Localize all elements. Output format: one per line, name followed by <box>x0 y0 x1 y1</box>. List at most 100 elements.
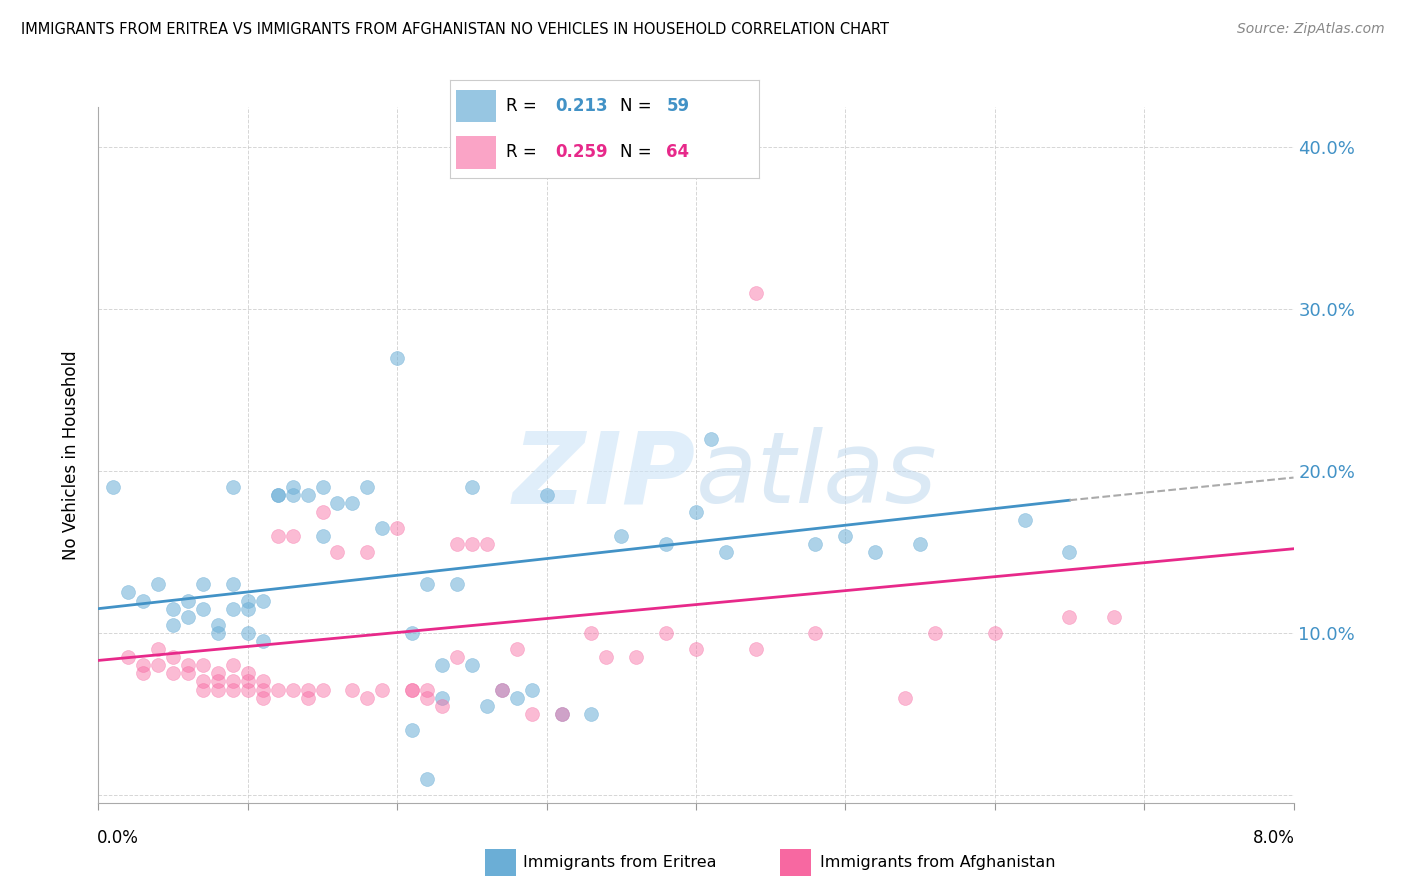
Point <box>685 642 707 657</box>
Point <box>191 658 214 673</box>
Point <box>326 545 349 559</box>
Point <box>162 666 184 681</box>
Bar <box>456 90 496 122</box>
Point <box>520 682 543 697</box>
Text: 64: 64 <box>666 143 689 161</box>
Point <box>1102 609 1125 624</box>
Point <box>894 690 917 705</box>
Text: N =: N = <box>620 143 657 161</box>
Point <box>311 504 333 518</box>
Point <box>745 642 768 657</box>
Point <box>610 529 633 543</box>
Point <box>132 593 155 607</box>
Point <box>983 626 1005 640</box>
Point <box>222 674 245 689</box>
Point <box>191 674 214 689</box>
Point <box>267 488 290 502</box>
Point <box>222 601 245 615</box>
Point <box>461 658 484 673</box>
Text: Immigrants from Afghanistan: Immigrants from Afghanistan <box>820 855 1054 870</box>
Point <box>177 658 200 673</box>
Point <box>252 593 274 607</box>
Point <box>506 642 529 657</box>
Point <box>297 682 319 697</box>
Point <box>401 682 423 697</box>
Point <box>804 537 827 551</box>
Text: 0.0%: 0.0% <box>97 830 139 847</box>
Point <box>117 585 139 599</box>
Point <box>581 626 603 640</box>
Point <box>461 537 484 551</box>
Point <box>252 674 274 689</box>
Point <box>416 772 439 786</box>
Point <box>461 480 484 494</box>
Point <box>326 496 349 510</box>
Text: atlas: atlas <box>696 427 938 524</box>
Point <box>177 609 200 624</box>
Text: N =: N = <box>620 97 657 115</box>
Point <box>207 682 229 697</box>
Point <box>401 682 423 697</box>
Point <box>491 682 513 697</box>
Point <box>385 351 409 365</box>
Point <box>162 617 184 632</box>
Point <box>252 682 274 697</box>
Point <box>236 674 259 689</box>
Point <box>804 626 827 640</box>
Point <box>281 529 304 543</box>
Point <box>401 626 423 640</box>
Point <box>595 650 617 665</box>
Point <box>148 658 170 673</box>
Point <box>371 521 394 535</box>
Point <box>416 682 439 697</box>
Point <box>207 666 229 681</box>
Point <box>177 593 200 607</box>
Point <box>550 706 572 721</box>
Point <box>1059 609 1081 624</box>
Point <box>356 545 378 559</box>
Point <box>1014 513 1036 527</box>
Point <box>222 577 245 591</box>
Point <box>281 480 304 494</box>
Point <box>267 529 290 543</box>
Point <box>207 617 229 632</box>
Point <box>207 626 229 640</box>
Bar <box>456 136 496 169</box>
Point <box>416 690 439 705</box>
Point <box>491 682 513 697</box>
Point <box>236 666 259 681</box>
Point <box>685 504 707 518</box>
Point <box>281 682 304 697</box>
Point <box>356 690 378 705</box>
Text: 59: 59 <box>666 97 689 115</box>
Text: 8.0%: 8.0% <box>1253 830 1295 847</box>
Text: 0.213: 0.213 <box>555 97 607 115</box>
Point <box>624 650 647 665</box>
Text: Source: ZipAtlas.com: Source: ZipAtlas.com <box>1237 22 1385 37</box>
Point <box>297 488 319 502</box>
Point <box>191 577 214 591</box>
Text: 0.259: 0.259 <box>555 143 607 161</box>
Point <box>834 529 856 543</box>
Point <box>148 577 170 591</box>
Text: R =: R = <box>506 143 541 161</box>
Point <box>311 480 333 494</box>
Point <box>222 658 245 673</box>
Point <box>236 682 259 697</box>
Point <box>655 537 678 551</box>
Point <box>700 432 723 446</box>
Point <box>281 488 304 502</box>
Point <box>267 488 290 502</box>
Point <box>311 529 333 543</box>
Point <box>191 601 214 615</box>
Point <box>506 690 529 705</box>
Point <box>475 537 498 551</box>
Point <box>536 488 558 502</box>
Point <box>430 690 453 705</box>
Point <box>117 650 139 665</box>
Point <box>103 480 125 494</box>
Point <box>446 577 468 591</box>
Point <box>1059 545 1081 559</box>
Point <box>371 682 394 697</box>
Point <box>236 601 259 615</box>
